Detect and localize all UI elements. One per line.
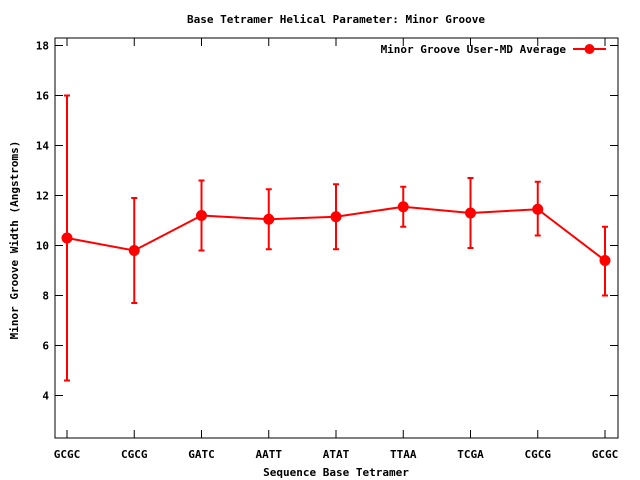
legend-label: Minor Groove User-MD Average — [381, 43, 567, 56]
y-tick-label: 12 — [36, 190, 49, 203]
y-tick-label: 10 — [36, 240, 49, 253]
legend-swatch-marker — [584, 44, 595, 54]
chart-title: Base Tetramer Helical Parameter: Minor G… — [187, 13, 485, 26]
y-tick-label: 4 — [42, 390, 49, 403]
x-tick-label: CGCG — [121, 448, 148, 461]
data-point — [599, 255, 611, 266]
x-tick-label: GCGC — [592, 448, 619, 461]
y-tick-label: 18 — [36, 40, 49, 53]
y-tick-label: 14 — [36, 140, 50, 153]
x-tick-label: CGCG — [525, 448, 552, 461]
data-point — [532, 203, 544, 215]
data-point — [397, 201, 409, 213]
data-point — [61, 232, 73, 244]
x-tick-label: GCGC — [54, 448, 81, 461]
data-point — [263, 213, 275, 225]
x-tick-label: ATAT — [323, 448, 350, 461]
data-point — [465, 207, 476, 219]
data-point — [196, 210, 207, 221]
x-tick-label: AATT — [256, 448, 283, 461]
y-tick-label: 16 — [36, 90, 50, 103]
data-point — [330, 211, 342, 223]
y-axis-label: Minor Groove Width (Angstroms) — [8, 141, 21, 340]
x-tick-label: TCGA — [457, 448, 484, 461]
x-tick-label: TTAA — [390, 448, 417, 461]
y-tick-label: 8 — [42, 290, 49, 303]
legend: Minor Groove User-MD Average — [381, 43, 606, 56]
x-axis-label: Sequence Base Tetramer — [263, 466, 409, 479]
x-tick-label: GATC — [188, 448, 215, 461]
data-point — [128, 245, 140, 256]
y-tick-label: 6 — [42, 340, 49, 353]
